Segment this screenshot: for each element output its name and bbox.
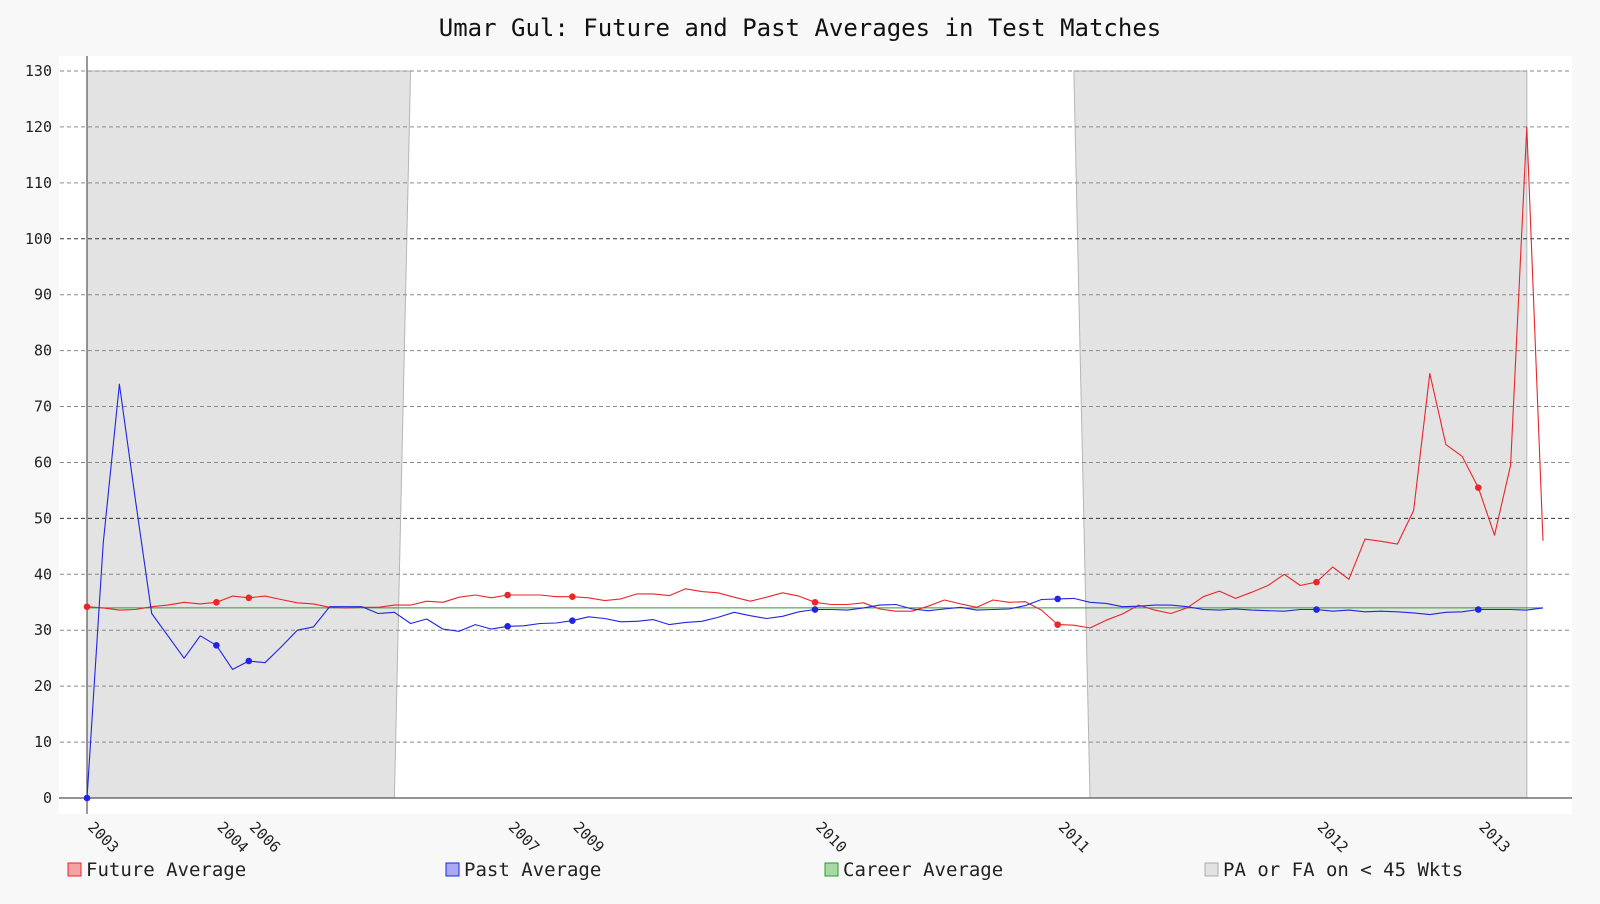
future-average-point (1054, 621, 1061, 628)
legend-swatch (824, 862, 839, 877)
past-average-point (83, 794, 91, 802)
future-average-point (83, 603, 91, 611)
future-average-point (1313, 578, 1320, 586)
past-average-point (213, 642, 220, 649)
y-tick-label: 120 (25, 118, 52, 136)
y-tick-label: 130 (25, 62, 52, 80)
y-axis-ticks: 0 10 20 30 40 50 60 70 80 90 100 110 120 130 (25, 62, 52, 807)
future-average-point (569, 593, 576, 600)
past-average-point (1474, 606, 1482, 613)
past-average-point (1313, 606, 1320, 613)
shaded-region (1073, 70, 1528, 799)
future-average-point (245, 594, 253, 602)
past-average-point (245, 657, 253, 665)
y-tick-label: 70 (34, 398, 52, 416)
series-markers (83, 484, 1482, 802)
y-tick-label: 20 (34, 677, 52, 695)
past-average-point (569, 617, 576, 625)
legend-label: Career Average (843, 859, 1003, 881)
y-tick-label: 60 (34, 453, 52, 471)
y-tick-label: 110 (25, 174, 52, 192)
future-average-point (811, 598, 819, 606)
axes (59, 56, 1572, 814)
shaded-regions (86, 70, 1528, 799)
legend-swatch (1204, 862, 1219, 877)
legend-swatch (67, 862, 82, 877)
grid-lines (60, 70, 1572, 799)
y-tick-label: 100 (25, 230, 52, 248)
legend-label: PA or FA on < 45 Wkts (1223, 859, 1463, 881)
future-average-point (213, 598, 220, 606)
future-average-point (1474, 484, 1482, 491)
legend-label: Past Average (464, 859, 601, 881)
y-tick-label: 10 (34, 733, 52, 751)
legend: Future Average Past Average Career Average… (67, 859, 1463, 881)
past-average-point (811, 606, 819, 613)
past-average-point (1054, 595, 1061, 603)
past-average-point (504, 623, 511, 630)
y-tick-label: 80 (34, 342, 52, 360)
y-tick-label: 50 (34, 509, 52, 527)
chart-title: Umar Gul: Future and Past Averages in Te… (439, 14, 1161, 42)
future-average-point (504, 591, 511, 599)
legend-swatch (445, 862, 460, 877)
y-tick-label: 40 (34, 565, 52, 583)
y-tick-label: 30 (34, 621, 52, 639)
shaded-region (86, 70, 412, 799)
y-tick-label: 0 (43, 789, 52, 807)
y-tick-label: 90 (34, 286, 52, 304)
legend-label: Future Average (86, 859, 246, 881)
